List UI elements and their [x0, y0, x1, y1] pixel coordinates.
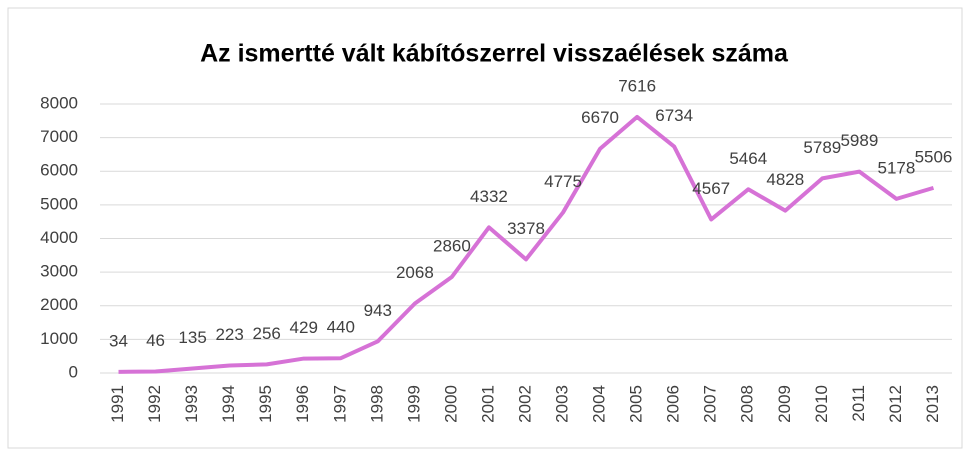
x-tick-label: 2000 — [441, 385, 460, 423]
x-tick-label: 1998 — [367, 385, 386, 423]
data-label: 4567 — [692, 179, 730, 198]
data-label: 46 — [146, 331, 165, 350]
x-tick-label: 1994 — [219, 385, 238, 423]
data-label: 5506 — [915, 147, 953, 166]
data-label: 2860 — [433, 236, 471, 255]
data-label: 6734 — [655, 106, 693, 125]
data-label: 6670 — [581, 108, 619, 127]
x-tick-label: 2010 — [812, 385, 831, 423]
x-tick-label: 1993 — [182, 385, 201, 423]
data-label: 223 — [215, 325, 243, 344]
chart-title: Az ismertté vált kábítószerrel visszaélé… — [200, 40, 789, 68]
x-tick-label: 2008 — [738, 385, 757, 423]
x-tick-label: 1999 — [404, 385, 423, 423]
data-label: 135 — [178, 328, 206, 347]
x-tick-label: 2003 — [553, 385, 572, 423]
data-label: 440 — [327, 318, 355, 337]
x-tick-label: 2001 — [478, 385, 497, 423]
data-label: 5789 — [803, 138, 841, 157]
x-tick-label: 2007 — [701, 385, 720, 423]
x-tick-label: 1992 — [145, 385, 164, 423]
y-tick-label: 4000 — [40, 228, 78, 247]
x-tick-label: 2012 — [886, 385, 905, 423]
x-tick-label: 2011 — [849, 385, 868, 422]
data-label: 5178 — [878, 158, 916, 177]
data-label: 34 — [109, 331, 128, 350]
data-label: 3378 — [507, 219, 545, 238]
data-label: 429 — [290, 318, 318, 337]
x-tick-label: 2013 — [923, 385, 942, 423]
data-label: 256 — [253, 324, 281, 343]
chart-frame — [7, 7, 963, 449]
y-tick-label: 2000 — [40, 295, 78, 314]
y-tick-label: 5000 — [40, 194, 78, 213]
y-tick-label: 8000 — [40, 93, 78, 112]
x-tick-label: 2005 — [627, 385, 646, 423]
data-line — [118, 114, 935, 374]
y-tick-label: 3000 — [40, 262, 78, 281]
x-tick-label: 2002 — [515, 385, 534, 423]
data-label: 4332 — [470, 187, 508, 206]
data-label: 7616 — [618, 76, 656, 95]
x-tick-label: 2006 — [664, 385, 683, 423]
data-label: 4775 — [544, 172, 582, 191]
data-label: 943 — [364, 301, 392, 320]
data-label: 5464 — [729, 149, 767, 168]
x-tick-label: 2009 — [775, 385, 794, 423]
y-tick-label: 1000 — [40, 329, 78, 348]
y-tick-label: 7000 — [40, 127, 78, 146]
data-label: 2068 — [396, 263, 434, 282]
y-tick-label: 0 — [69, 362, 78, 381]
x-tick-label: 2004 — [590, 385, 609, 423]
x-tick-label: 1991 — [108, 385, 127, 423]
data-label: 5989 — [840, 131, 878, 150]
x-tick-label: 1995 — [256, 385, 275, 423]
x-tick-label: 1996 — [293, 385, 312, 423]
y-tick-label: 6000 — [40, 161, 78, 180]
data-label: 4828 — [766, 170, 804, 189]
x-tick-label: 1997 — [330, 385, 349, 423]
